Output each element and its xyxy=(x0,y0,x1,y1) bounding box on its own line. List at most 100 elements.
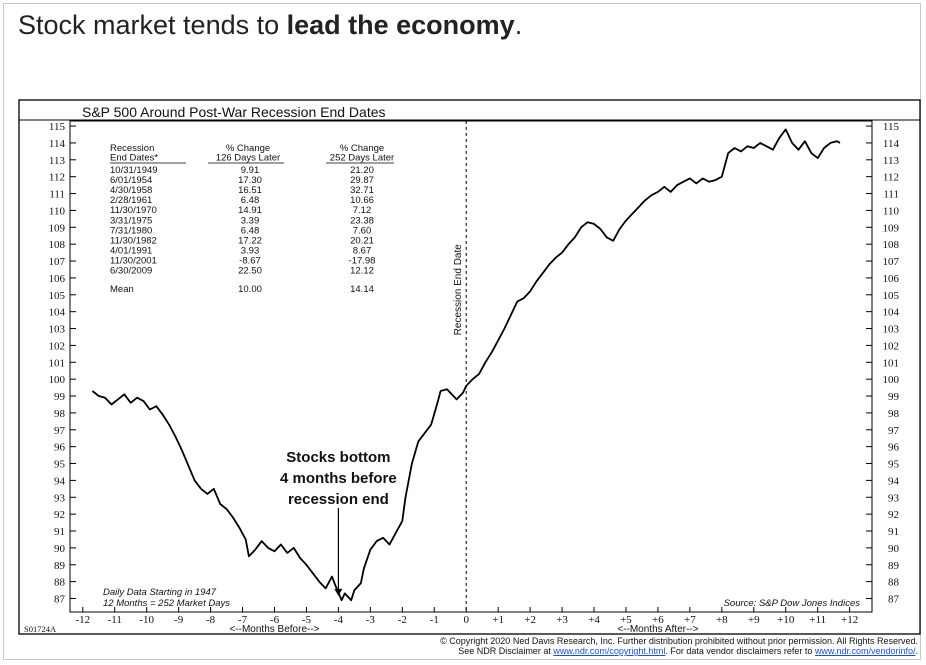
y-tick-label-right: 110 xyxy=(883,205,900,217)
table-cell: 4/30/1958 xyxy=(110,185,152,196)
table-cell: 11/30/1970 xyxy=(110,205,157,216)
y-tick-label-left: 111 xyxy=(49,189,65,201)
y-tick-label-right: 90 xyxy=(888,543,900,555)
annotation-text: Stocks bottom xyxy=(286,449,390,466)
copyright-link[interactable]: www.ndr.com/copyright.html xyxy=(553,646,666,656)
table-cell: 3/31/1975 xyxy=(110,215,152,226)
recession-end-label: Recession End Date xyxy=(453,244,464,336)
headline-suffix: . xyxy=(514,10,523,40)
table-header: 126 Days Later xyxy=(216,153,280,164)
copyright-text-c: . xyxy=(915,646,918,656)
y-tick-label-right: 89 xyxy=(888,560,900,572)
table-header: % Change xyxy=(340,143,384,154)
y-tick-label-left: 92 xyxy=(54,509,65,521)
table-cell: 6/01/1954 xyxy=(110,175,152,186)
y-tick-label-right: 98 xyxy=(888,408,900,420)
x-tick-label: -2 xyxy=(398,614,407,626)
y-tick-label-right: 112 xyxy=(883,172,899,184)
table-cell: 21.20 xyxy=(350,165,374,176)
table-cell: 22.50 xyxy=(238,266,262,277)
y-tick-label-left: 114 xyxy=(49,138,66,150)
x-tick-label: +9 xyxy=(748,614,760,626)
y-tick-label-right: 96 xyxy=(888,442,900,454)
note-market-days: 12 Months = 252 Market Days xyxy=(103,598,230,609)
table-cell: 7.12 xyxy=(353,205,372,216)
table-header: % Change xyxy=(226,143,270,154)
x-tick-label: +5 xyxy=(620,614,632,626)
y-tick-label-left: 97 xyxy=(54,425,66,437)
copyright-text-a: See NDR Disclaimer at xyxy=(458,646,554,656)
y-tick-label-right: 94 xyxy=(888,475,900,487)
y-tick-label-right: 113 xyxy=(883,155,900,167)
y-tick-label-right: 100 xyxy=(883,374,900,386)
table-mean-cell: 14.14 xyxy=(350,284,374,295)
x-tick-label: -9 xyxy=(174,614,184,626)
table-cell: 7.60 xyxy=(353,225,372,236)
x-tick-label: -4 xyxy=(334,614,344,626)
y-tick-label-right: 97 xyxy=(888,425,900,437)
y-tick-label-left: 98 xyxy=(54,408,66,420)
y-tick-label-left: 102 xyxy=(49,340,66,352)
bottom-annotation: Stocks bottom 4 months before recession en… xyxy=(280,449,397,596)
x-tick-label: +6 xyxy=(652,614,664,626)
y-tick-label-right: 99 xyxy=(888,391,900,403)
table-cell: -17.98 xyxy=(349,255,376,266)
x-tick-label: +12 xyxy=(841,614,858,626)
x-tick-label: +4 xyxy=(588,614,600,626)
table-cell: 14.91 xyxy=(238,205,262,216)
table-cell: 20.21 xyxy=(350,235,374,246)
x-tick-label: +3 xyxy=(556,614,568,626)
headline: Stock market tends to lead the economy. xyxy=(18,10,522,41)
x-tick-label: 0 xyxy=(463,614,469,626)
x-tick-label: +10 xyxy=(777,614,795,626)
y-tick-label-right: 91 xyxy=(888,526,899,538)
y-tick-label-right: 108 xyxy=(883,239,900,251)
y-tick-label-right: 115 xyxy=(883,121,900,133)
table-cell: 6.48 xyxy=(241,195,260,206)
table-cell: 10.66 xyxy=(350,195,374,206)
table-cell: 17.30 xyxy=(238,175,262,186)
y-tick-label-left: 110 xyxy=(49,205,66,217)
copyright-text-b: . For data vendor disclaimers refer to xyxy=(665,646,815,656)
y-tick-label-right: 102 xyxy=(883,340,900,352)
x-tick-label: -1 xyxy=(430,614,439,626)
x-tick-label: +2 xyxy=(524,614,536,626)
table-cell: -8.67 xyxy=(239,255,261,266)
table-cell: 17.22 xyxy=(238,235,262,246)
y-tick-label-left: 108 xyxy=(49,239,66,251)
table-cell: 3.39 xyxy=(241,215,260,226)
xlabel-after: <--Months After--> xyxy=(617,624,698,635)
xlabel-before: <--Months Before--> xyxy=(229,624,319,635)
x-tick-label: -5 xyxy=(302,614,312,626)
y-tick-label-right: 93 xyxy=(888,492,900,504)
y-tick-label-right: 88 xyxy=(888,577,900,589)
x-tick-label: +8 xyxy=(716,614,728,626)
x-tick-label: +11 xyxy=(809,614,826,626)
table-header: Recession xyxy=(110,143,154,154)
x-tick-label: -11 xyxy=(108,614,122,626)
chart-outer-border xyxy=(18,99,921,635)
y-tick-label-left: 115 xyxy=(49,121,66,133)
chart-code: S01724A xyxy=(24,624,57,634)
table-header: 252 Days Later xyxy=(330,153,394,164)
y-tick-label-left: 96 xyxy=(54,442,66,454)
x-tick-label: +7 xyxy=(684,614,696,626)
table-cell: 29.87 xyxy=(350,175,374,186)
table-cell: 12.12 xyxy=(350,266,374,277)
table-cell: 9.91 xyxy=(241,165,260,176)
table-cell: 8.67 xyxy=(353,245,372,256)
table-cell: 2/28/1961 xyxy=(110,195,152,206)
y-tick-label-left: 89 xyxy=(54,560,66,572)
table-cell: 4/01/1991 xyxy=(110,245,152,256)
y-tick-label-right: 104 xyxy=(883,307,900,319)
copyright-line1: © Copyright 2020 Ned Davis Research, Inc… xyxy=(440,636,918,646)
vendorinfo-link[interactable]: www.ndr.com/vendorinfo/ xyxy=(814,646,916,656)
y-tick-label-left: 103 xyxy=(49,324,66,336)
x-tick-label: +1 xyxy=(492,614,504,626)
table-cell: 3.93 xyxy=(241,245,260,256)
x-tick-label: -6 xyxy=(270,614,280,626)
x-tick-label: -8 xyxy=(206,614,216,626)
x-axis-ticks: -12 -11 -10 -9 -8 -7 -6 -5 -4 -3 -2 -1 0 +1 +2 +3 +4 +5 +6… xyxy=(75,607,858,626)
y-tick-label-right: 106 xyxy=(883,273,900,285)
